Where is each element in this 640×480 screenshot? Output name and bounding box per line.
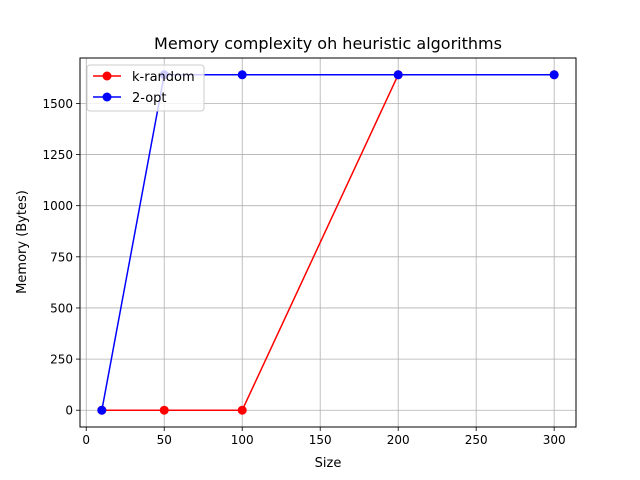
y-tick-label: 750 <box>50 250 73 264</box>
x-tick-label: 200 <box>387 433 410 447</box>
data-point-2-opt <box>549 70 559 80</box>
legend: k-random 2-opt <box>86 64 205 112</box>
x-tick-label: 0 <box>82 433 90 447</box>
x-tick-label: 300 <box>543 433 566 447</box>
y-tick-label: 1000 <box>42 199 73 213</box>
data-point-k-random <box>237 405 247 415</box>
legend-label-k-random: k-random <box>132 70 195 85</box>
legend-label-2-opt: 2-opt <box>132 91 167 106</box>
legend-marker-k-random <box>102 71 112 81</box>
data-point-2-opt <box>393 70 403 80</box>
data-point-2-opt <box>237 70 247 80</box>
legend-marker-2-opt <box>102 92 112 102</box>
x-tick-label: 50 <box>157 433 172 447</box>
data-point-2-opt <box>97 405 107 415</box>
y-tick-label: 1500 <box>42 97 73 111</box>
x-tick-label: 250 <box>465 433 488 447</box>
y-axis-label: Memory (Bytes) <box>15 190 30 294</box>
x-tick-label: 100 <box>231 433 254 447</box>
plot-frame <box>79 57 577 428</box>
x-tick-label: 150 <box>309 433 332 447</box>
y-tick-label: 1250 <box>42 148 73 162</box>
chart-title: Memory complexity oh heuristic algorithm… <box>154 34 502 53</box>
ticks: 0 50 100 150 200 250 300 0 250 500 750 1000 1250 1500 <box>42 97 565 447</box>
x-axis-label: Size <box>315 456 342 471</box>
y-tick-label: 250 <box>50 353 73 367</box>
y-tick-label: 500 <box>50 301 73 315</box>
y-tick-label: 0 <box>65 404 73 418</box>
data-point-k-random <box>159 405 169 415</box>
